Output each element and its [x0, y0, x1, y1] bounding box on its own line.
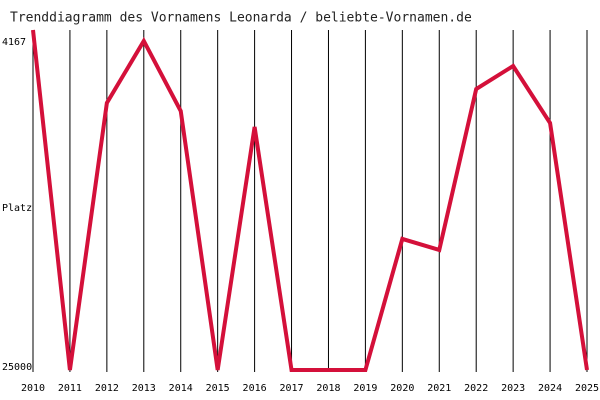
x-tick-label: 2010 — [21, 383, 45, 394]
y-axis-label: Platz — [2, 203, 32, 214]
x-tick-label: 2019 — [353, 383, 377, 394]
x-tick-label: 2021 — [427, 383, 451, 394]
x-tick-label: 2017 — [279, 383, 303, 394]
chart-title: Trenddiagramm des Vornamens Leonarda / b… — [10, 11, 472, 26]
x-tick-label: 2024 — [538, 383, 562, 394]
x-tick-label: 2016 — [243, 383, 267, 394]
y-tick-label: 25000 — [2, 362, 32, 373]
x-tick-label: 2011 — [58, 383, 82, 394]
x-tick-label: 2015 — [206, 383, 230, 394]
x-tick-label: 2022 — [464, 383, 488, 394]
x-tick-label: 2018 — [316, 383, 340, 394]
x-tick-label: 2014 — [169, 383, 193, 394]
x-tick-label: 2020 — [390, 383, 414, 394]
x-tick-label: 2023 — [501, 383, 525, 394]
data-line — [31, 29, 589, 372]
x-tick-label: 2025 — [575, 383, 599, 394]
y-tick-label: 4167 — [2, 37, 26, 48]
x-tick-label: 2012 — [95, 383, 119, 394]
x-tick-label: 2013 — [132, 383, 156, 394]
